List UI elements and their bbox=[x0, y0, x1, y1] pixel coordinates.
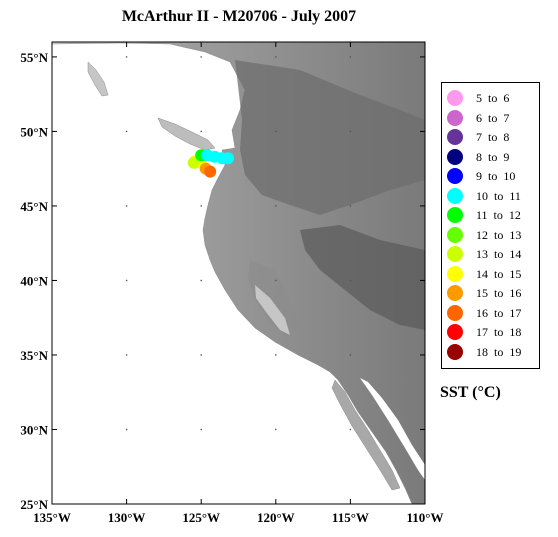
cruise-track bbox=[187, 149, 235, 178]
lat-tick-label: 35°N bbox=[20, 348, 48, 363]
mountain-band-3 bbox=[248, 260, 300, 335]
valley-light bbox=[255, 285, 290, 335]
legend-item: 10 to 11 bbox=[442, 187, 541, 205]
mountain-band-1 bbox=[235, 60, 425, 215]
legend-swatch bbox=[447, 304, 463, 321]
legend-label: 17 to 18 bbox=[476, 325, 522, 339]
gulf-of-california bbox=[360, 378, 425, 480]
lon-tick-label: 120°W bbox=[257, 510, 295, 525]
grid-dot bbox=[349, 279, 352, 282]
lat-tick-label: 45°N bbox=[20, 199, 48, 214]
grid-dot bbox=[200, 354, 202, 356]
legend-swatch bbox=[447, 168, 463, 184]
sst-observation-point bbox=[222, 152, 235, 165]
lon-tick-label: 125°W bbox=[182, 510, 220, 525]
sst-legend: 5 to 6 6 to 7 7 to 8 8 to 9 9 to 10 10 to 11 1… bbox=[441, 82, 540, 369]
legend-swatch bbox=[447, 129, 463, 145]
land-layer bbox=[52, 42, 425, 504]
legend-swatch bbox=[447, 148, 463, 165]
legend-item: 9 to 10 bbox=[442, 167, 541, 185]
legend-label: 7 to 8 bbox=[476, 130, 510, 144]
grid-dot bbox=[275, 428, 277, 431]
grid-dot bbox=[200, 130, 202, 133]
grid-dot bbox=[275, 354, 277, 356]
legend-item: 14 to 15 bbox=[442, 265, 541, 283]
axis-ticks: 25°N 30°N 35°N 40°N 45°N 50°N 55°N 135°W 130°W 12… bbox=[20, 42, 443, 525]
lat-tick-label: 30°N bbox=[20, 422, 48, 437]
grid-dot bbox=[200, 428, 202, 431]
legend-swatch bbox=[447, 90, 463, 106]
legend-swatch bbox=[447, 207, 463, 223]
legend-caption: SST (°C) bbox=[440, 384, 501, 401]
legend-item: 17 to 18 bbox=[442, 323, 541, 341]
legend-label: 18 to 19 bbox=[476, 344, 522, 359]
legend-swatch bbox=[447, 343, 463, 360]
lat-tick-label: 50°N bbox=[20, 124, 48, 139]
legend-label: 10 to 11 bbox=[476, 188, 521, 203]
grid-dot bbox=[275, 56, 277, 58]
legend-item: 12 to 13 bbox=[442, 226, 541, 244]
sst-observation-point bbox=[204, 165, 217, 178]
grid-dot bbox=[125, 428, 128, 431]
legend-swatch bbox=[447, 246, 463, 262]
lon-tick-label: 135°W bbox=[33, 510, 71, 525]
lon-tick-label: 115°W bbox=[332, 510, 369, 525]
legend-swatch bbox=[447, 109, 463, 126]
legend-item: 18 to 19 bbox=[442, 343, 541, 361]
grid-dot bbox=[349, 130, 352, 133]
lat-tick-label: 40°N bbox=[20, 273, 48, 288]
legend-swatch bbox=[447, 265, 463, 282]
grid-dot bbox=[200, 56, 202, 58]
map-title: McArthur II - M20706 - July 2007 bbox=[121, 8, 357, 25]
grid-dot bbox=[125, 130, 128, 133]
grid-dot bbox=[349, 56, 352, 58]
grid-dot bbox=[125, 56, 128, 58]
haida-gwaii bbox=[87, 61, 109, 97]
grid-dot bbox=[125, 354, 128, 356]
legend-item: 7 to 8 bbox=[442, 128, 541, 146]
legend-label: 14 to 15 bbox=[476, 266, 522, 281]
map-frame bbox=[51, 41, 426, 505]
vancouver-island bbox=[157, 117, 216, 151]
lon-tick-label: 110°W bbox=[407, 510, 444, 525]
legend-item: 6 to 7 bbox=[442, 109, 541, 127]
grid-dot bbox=[275, 279, 277, 282]
grid-dot bbox=[125, 279, 128, 282]
grid-dot bbox=[275, 130, 277, 133]
legend-item: 8 to 9 bbox=[442, 148, 541, 166]
legend-label: 12 to 13 bbox=[476, 227, 522, 242]
legend-label: 8 to 9 bbox=[476, 149, 510, 164]
legend-swatch bbox=[447, 187, 463, 204]
legend-label: 11 to 12 bbox=[476, 208, 521, 222]
legend-item: 15 to 16 bbox=[442, 284, 541, 302]
grid-dot bbox=[200, 205, 202, 207]
legend-label: 6 to 7 bbox=[476, 110, 510, 125]
legend-item: 13 to 14 bbox=[442, 245, 541, 263]
legend-item: 11 to 12 bbox=[442, 206, 541, 224]
grid-dot bbox=[275, 205, 277, 207]
legend-label: 13 to 14 bbox=[476, 247, 522, 261]
legend-label: 5 to 6 bbox=[476, 91, 510, 105]
grid-dot bbox=[349, 428, 352, 431]
legend-item: 5 to 6 bbox=[442, 89, 541, 107]
mountain-band-2 bbox=[300, 225, 425, 330]
legend-label: 16 to 17 bbox=[476, 305, 522, 320]
grid-dot bbox=[349, 354, 352, 356]
sst-observation-point bbox=[187, 156, 200, 169]
grid-dots bbox=[125, 56, 352, 431]
lat-tick-label: 55°N bbox=[20, 50, 48, 65]
legend-swatch bbox=[447, 226, 463, 243]
legend-item: 16 to 17 bbox=[442, 304, 541, 322]
baja-peninsula bbox=[331, 379, 401, 491]
legend-swatch bbox=[447, 285, 463, 301]
lon-tick-label: 130°W bbox=[108, 510, 146, 525]
legend-swatch bbox=[447, 324, 463, 340]
legend-label: 15 to 16 bbox=[476, 286, 522, 300]
legend-label: 9 to 10 bbox=[476, 169, 516, 183]
grid-dot bbox=[125, 205, 128, 207]
grid-dot bbox=[200, 279, 202, 282]
grid-dot bbox=[349, 205, 352, 207]
lat-tick-label: 25°N bbox=[20, 497, 48, 512]
